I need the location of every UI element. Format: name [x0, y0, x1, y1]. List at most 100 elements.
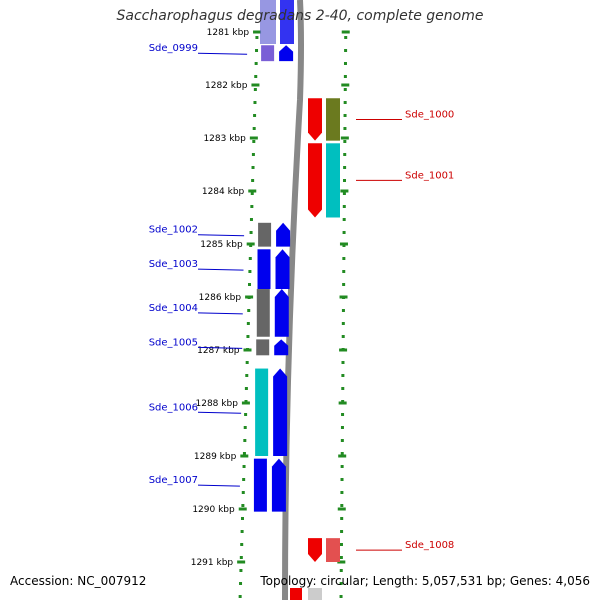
ruler-dot — [254, 62, 258, 65]
ruler-dot — [343, 101, 347, 104]
gene-arrow-reverse — [308, 538, 322, 562]
ruler-dot — [240, 543, 244, 546]
ruler-tick-label: 1285 kbp — [200, 240, 243, 250]
ruler-dot — [246, 335, 250, 338]
gene-label: Sde_1002 — [149, 225, 198, 236]
ruler-dot — [341, 361, 345, 364]
ruler-dot — [255, 36, 259, 39]
gene-color-box — [253, 458, 267, 512]
gene-labels: Sde_0999 Sde_1000 Sde_1001 Sde_1002 Sde_1003… — [149, 43, 455, 551]
ruler-dot — [339, 595, 343, 598]
ruler-tick — [341, 83, 350, 87]
ruler-dot — [240, 517, 244, 520]
gene-arrow-forward — [275, 249, 290, 290]
ruler-tick — [339, 295, 348, 299]
gene-arrow-reverse — [290, 588, 302, 600]
ruler-tick-label: 1282 kbp — [205, 81, 248, 91]
ruler-dot — [239, 582, 243, 585]
gene-arrow-forward — [274, 289, 289, 337]
ruler-dot — [341, 387, 345, 390]
ruler-dot — [250, 205, 254, 208]
ruler-dot — [239, 569, 243, 572]
ruler-tick — [238, 507, 247, 511]
ruler-dot — [343, 114, 347, 117]
ruler-tick — [249, 136, 258, 140]
ruler-tick — [338, 401, 347, 405]
gene-color-box — [326, 538, 340, 562]
ruler-dot — [247, 309, 251, 312]
gene-label: Sde_0999 — [149, 43, 198, 54]
ruler-dot — [339, 543, 343, 546]
ruler-dot — [239, 556, 243, 559]
ruler-dot — [251, 166, 255, 169]
gene-label: Sde_1003 — [149, 259, 198, 270]
ruler-tick-label: 1290 kbp — [192, 505, 235, 515]
ruler-dot — [245, 374, 249, 377]
ruler-tick — [253, 30, 262, 34]
ruler-dot — [340, 504, 344, 507]
ruler-tick — [240, 454, 249, 458]
ruler-tick — [241, 401, 250, 405]
ruler-tick — [339, 242, 348, 246]
gene-color-box — [326, 98, 340, 141]
ruler-dot — [248, 283, 252, 286]
ruler-dot — [254, 75, 258, 78]
ruler-dot — [244, 413, 248, 416]
ruler-dot — [241, 504, 245, 507]
ruler-dot — [240, 530, 244, 533]
ruler-dot — [250, 192, 254, 195]
gene-arrow-forward — [271, 458, 286, 512]
ruler-tick — [337, 560, 346, 564]
ruler-dot — [343, 153, 347, 156]
gene-label: Sde_1007 — [149, 475, 198, 486]
ruler-dot — [245, 361, 249, 364]
gene-label: Sde_1001 — [405, 170, 454, 181]
ruler-dot — [342, 205, 346, 208]
gene-leader-line — [197, 312, 243, 315]
ruler-dot — [248, 270, 252, 273]
map-title: Saccharophagus degradans 2-40, complete … — [116, 8, 484, 24]
ruler-tick-label: 1284 kbp — [202, 187, 245, 197]
gene-leader-line — [197, 346, 243, 349]
ruler-dot — [248, 257, 252, 260]
ruler-tick — [237, 560, 246, 564]
ruler-tick — [341, 30, 350, 34]
gene-arrow-forward — [276, 222, 291, 247]
ruler-tick-label: 1286 kbp — [199, 293, 242, 303]
gene-color-box — [256, 339, 270, 356]
ruler-tick — [251, 83, 260, 87]
ruler-dot — [241, 491, 245, 494]
ruler-dot — [340, 491, 344, 494]
ruler-dot — [251, 179, 255, 182]
ruler-tick-label: 1287 kbp — [197, 346, 240, 356]
gene-color-box — [256, 289, 270, 337]
gene-color-box — [260, 0, 276, 44]
ruler-dot — [343, 62, 347, 65]
ruler-dot — [340, 517, 344, 520]
ruler-tick-label: 1289 kbp — [194, 452, 237, 462]
ruler-dot — [340, 465, 344, 468]
ruler-dot — [253, 114, 257, 117]
ruler-dot — [341, 322, 345, 325]
ruler-dot — [253, 101, 257, 104]
gene-color-box — [308, 588, 322, 600]
ruler-dot — [243, 426, 247, 429]
ruler-dot — [340, 452, 344, 455]
gene-color-box — [326, 143, 340, 218]
ruler-dot — [340, 426, 344, 429]
topology-summary: Topology: circular; Length: 5,057,531 bp… — [260, 574, 590, 588]
ruler-tick-label: 1283 kbp — [203, 134, 246, 144]
accession-text: Accession: NC_007912 — [10, 574, 147, 588]
ruler-dot — [243, 439, 247, 442]
gene-leader-line — [197, 411, 242, 414]
gene-label: Sde_1005 — [149, 337, 198, 348]
ruler-dot — [341, 309, 345, 312]
gene-leader-line — [197, 234, 245, 237]
ruler-dot — [340, 530, 344, 533]
ruler-dot — [244, 387, 248, 390]
ruler-dot — [341, 374, 345, 377]
ruler-dot — [341, 335, 345, 338]
ruler-dot — [255, 49, 259, 52]
ruler-dot — [249, 218, 253, 221]
ruler-tick — [248, 189, 257, 193]
